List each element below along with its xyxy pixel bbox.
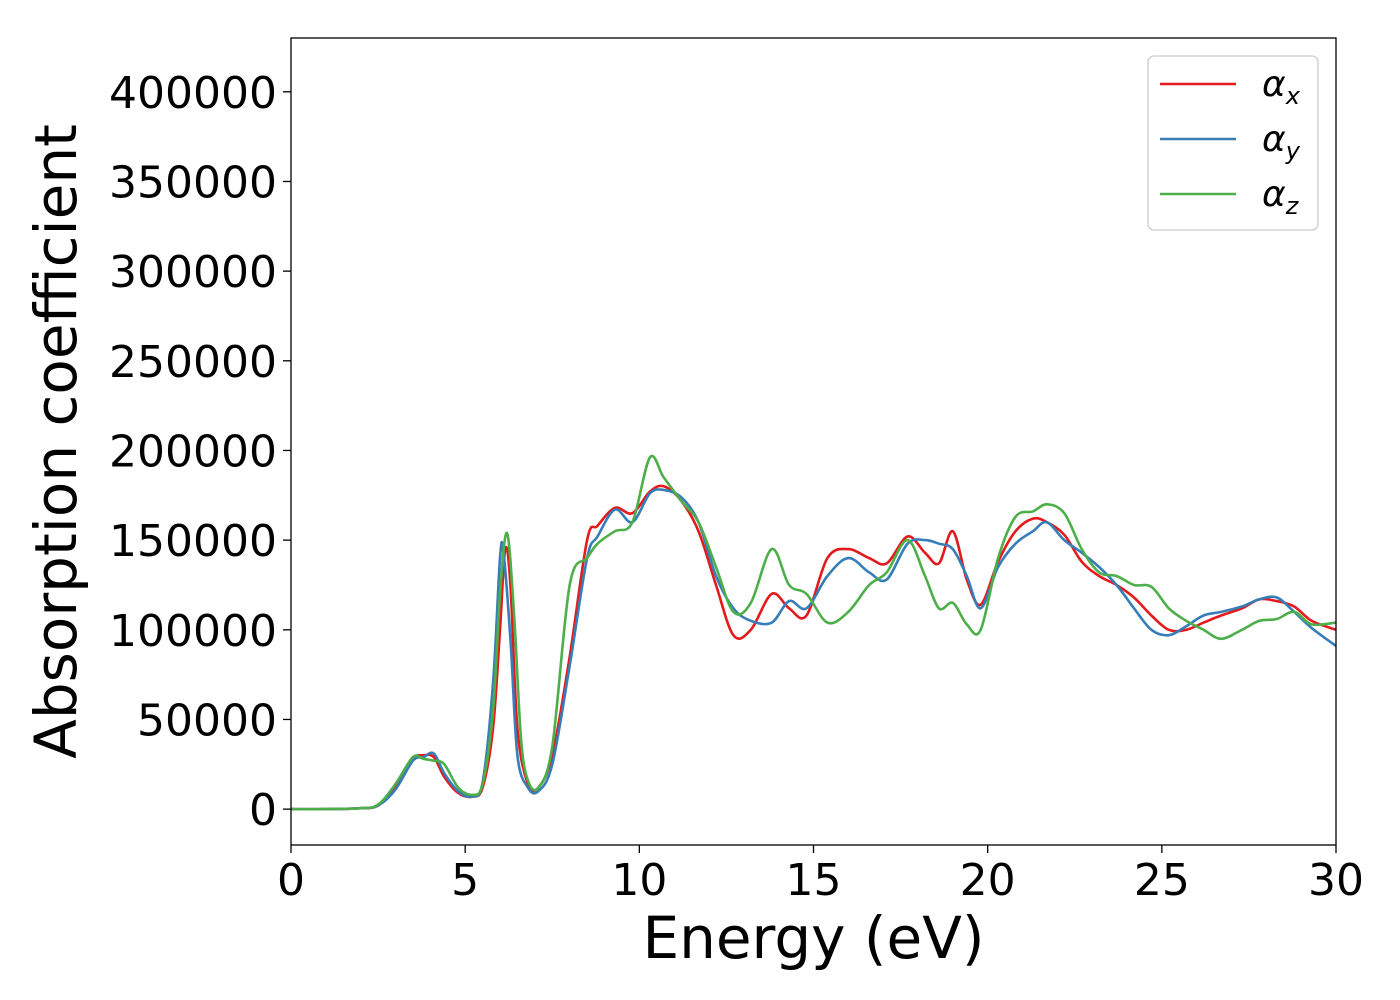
ticks-layer: 0 5 10 15 20 25 30 0 50000 100000 150000 200000 2500… [109,68,1364,906]
y-tick-label: 350000 [109,157,277,208]
x-tick-label: 5 [451,855,479,906]
series-layer [291,454,1336,811]
x-tick-label: 10 [611,855,667,906]
x-tick-label: 20 [960,855,1016,906]
x-axis-label: Energy (eV) [642,904,984,972]
x-tick-label: 30 [1308,855,1364,906]
legend-label-x: αx [1262,64,1301,110]
x-tick-label: 15 [786,855,842,906]
series-line-z [291,454,1336,811]
legend-label-y: αy [1262,119,1301,165]
y-tick-label: 0 [249,785,277,836]
y-tick-label: 400000 [109,68,277,119]
y-tick-label: 50000 [137,695,277,746]
y-tick-label: 150000 [109,516,277,567]
y-tick-label: 250000 [109,337,277,388]
y-tick-label: 300000 [109,247,277,298]
x-tick-label: 25 [1134,855,1190,906]
series-line-y [291,488,1336,811]
legend: αx αy αz [1147,55,1319,231]
legend-label-z: αz [1262,174,1300,220]
y-axis-label: Absorption coefficient [22,124,90,759]
series-line-x [291,484,1336,811]
y-tick-label: 200000 [109,426,277,477]
y-tick-label: 100000 [109,606,277,657]
x-tick-label: 0 [277,855,305,906]
legend-box [1147,55,1319,231]
